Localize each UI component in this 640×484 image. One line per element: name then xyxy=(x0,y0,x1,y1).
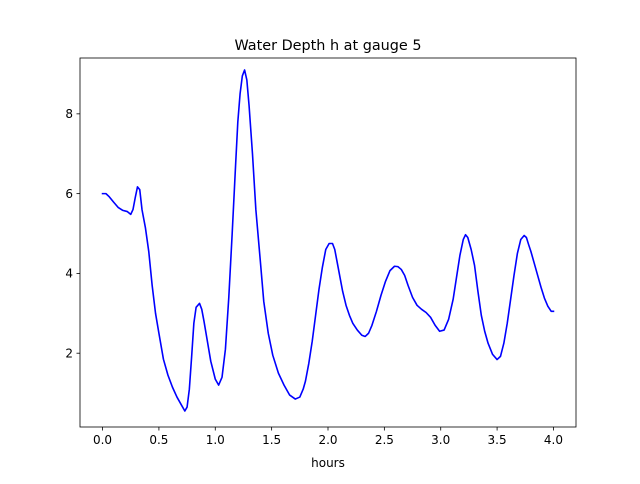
x-tick-label: 0.5 xyxy=(149,433,168,447)
x-tick-label: 1.0 xyxy=(206,433,225,447)
axes-frame xyxy=(79,57,577,428)
plot-area xyxy=(101,69,555,412)
y-tick-label: 4 xyxy=(65,267,73,281)
depth-series-line xyxy=(101,69,555,412)
y-tick-label: 6 xyxy=(65,187,73,201)
x-tick-label: 1.5 xyxy=(262,433,281,447)
x-tick-label: 0.0 xyxy=(93,433,112,447)
y-tick-label: 8 xyxy=(65,107,73,121)
y-tick-label: 2 xyxy=(65,346,73,360)
chart-title: Water Depth h at gauge 5 xyxy=(234,38,421,54)
x-tick-label: 4.0 xyxy=(544,433,563,447)
x-axis: 0.0 0.5 1.0 1.5 2.0 2.5 3.0 3.5 4.0 xyxy=(93,427,563,447)
x-tick-label: 3.0 xyxy=(431,433,450,447)
y-axis: 2 4 6 8 xyxy=(65,107,80,360)
x-tick-label: 2.0 xyxy=(318,433,337,447)
x-axis-label: hours xyxy=(311,456,345,470)
x-tick-label: 3.5 xyxy=(488,433,507,447)
x-tick-label: 2.5 xyxy=(375,433,394,447)
